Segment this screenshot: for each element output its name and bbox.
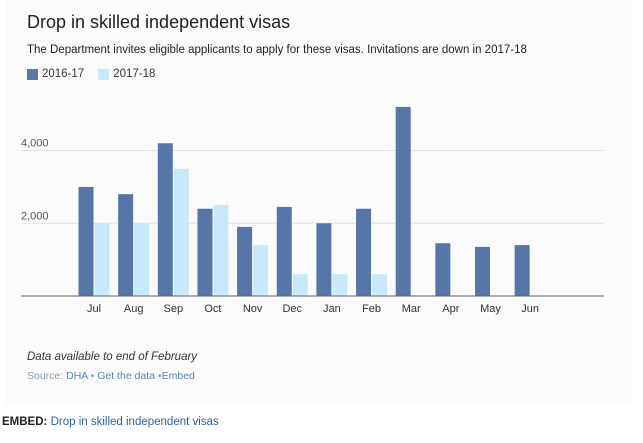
y-tick-label-4000: 4,000 [21, 138, 49, 150]
bar-2016-17-Feb [356, 208, 372, 296]
bar-2016-17-Apr [435, 243, 451, 296]
bar-2017-18-Jan [332, 274, 348, 296]
bar-2016-17-Sep [157, 143, 173, 296]
bar-2017-18-Feb [372, 274, 388, 296]
bar-2017-18-Dec [292, 274, 308, 296]
bar-2016-17-Nov [237, 226, 253, 296]
y-tick-label-2000: 2,000 [21, 210, 49, 222]
source-link[interactable]: DHA [66, 370, 88, 382]
legend-label-2016-17: 2016-17 [42, 68, 85, 80]
source-separator: • [87, 370, 98, 382]
bar-chart: 2,000 4,000 Jul Aug Sep Oct Nov Dec Jan Feb Mar Apr… [21, 106, 604, 315]
x-tick-label-Jan: Jan [323, 303, 341, 315]
bar-2016-17-Aug [118, 194, 134, 296]
bar-2016-17-Jun [514, 245, 530, 296]
embed-link[interactable]: Embed [161, 370, 195, 382]
bar-2016-17-Oct [197, 208, 213, 296]
legend-label-2017-18: 2017-18 [113, 68, 156, 80]
embed-title-link[interactable]: Drop in skilled independent visas [50, 416, 219, 428]
x-tick-label-Nov: Nov [243, 303, 263, 315]
chart-card: Drop in skilled independent visas The De… [6, 0, 631, 405]
get-data-link[interactable]: Get the data [97, 370, 156, 382]
source-line: Source: DHA • Get the data •Embed [27, 370, 195, 382]
source-prefix: Source: [27, 370, 67, 382]
legend-swatch-2017-18 [98, 68, 110, 80]
x-tick-label-Sep: Sep [164, 303, 184, 315]
x-tick-label-Feb: Feb [362, 303, 381, 315]
x-tick-label-Jul: Jul [87, 303, 101, 315]
embed-line: EMBED: Drop in skilled independent visas [2, 416, 219, 428]
chart-title: Drop in skilled independent visas [27, 12, 291, 32]
chart-subtitle: The Department invites eligible applican… [27, 44, 527, 56]
bar-2016-17-May [475, 246, 490, 296]
x-tick-label-May: May [480, 303, 501, 315]
legend-item-2016-17: 2016-17 [27, 68, 84, 80]
data-note: Data available to end of February [27, 351, 198, 363]
bar-2016-17-Mar [395, 106, 411, 296]
embed-label: EMBED: [2, 416, 48, 428]
bar-2017-18-Sep [173, 168, 189, 296]
x-tick-label-Dec: Dec [282, 303, 302, 315]
x-tick-label-Jun: Jun [521, 303, 539, 315]
bar-2017-18-Nov [253, 245, 269, 296]
legend-swatch-2016-17 [27, 68, 38, 80]
x-tick-label-Aug: Aug [124, 303, 144, 315]
x-tick-label-Oct: Oct [204, 303, 221, 315]
x-tick-label-Mar: Mar [402, 303, 421, 315]
bar-2016-17-Jul [78, 186, 94, 296]
chart-legend: 2016-17 2017-18 [27, 68, 169, 80]
legend-item-2017-18: 2017-18 [98, 68, 155, 80]
x-tick-label-Apr: Apr [442, 303, 459, 315]
bar-2016-17-Jan [316, 223, 332, 296]
bar-2016-17-Dec [276, 206, 292, 296]
bar-2017-18-Aug [134, 223, 150, 296]
source-separator-2: • [155, 370, 162, 382]
bar-2017-18-Jul [94, 223, 110, 296]
bar-2017-18-Oct [213, 205, 229, 296]
